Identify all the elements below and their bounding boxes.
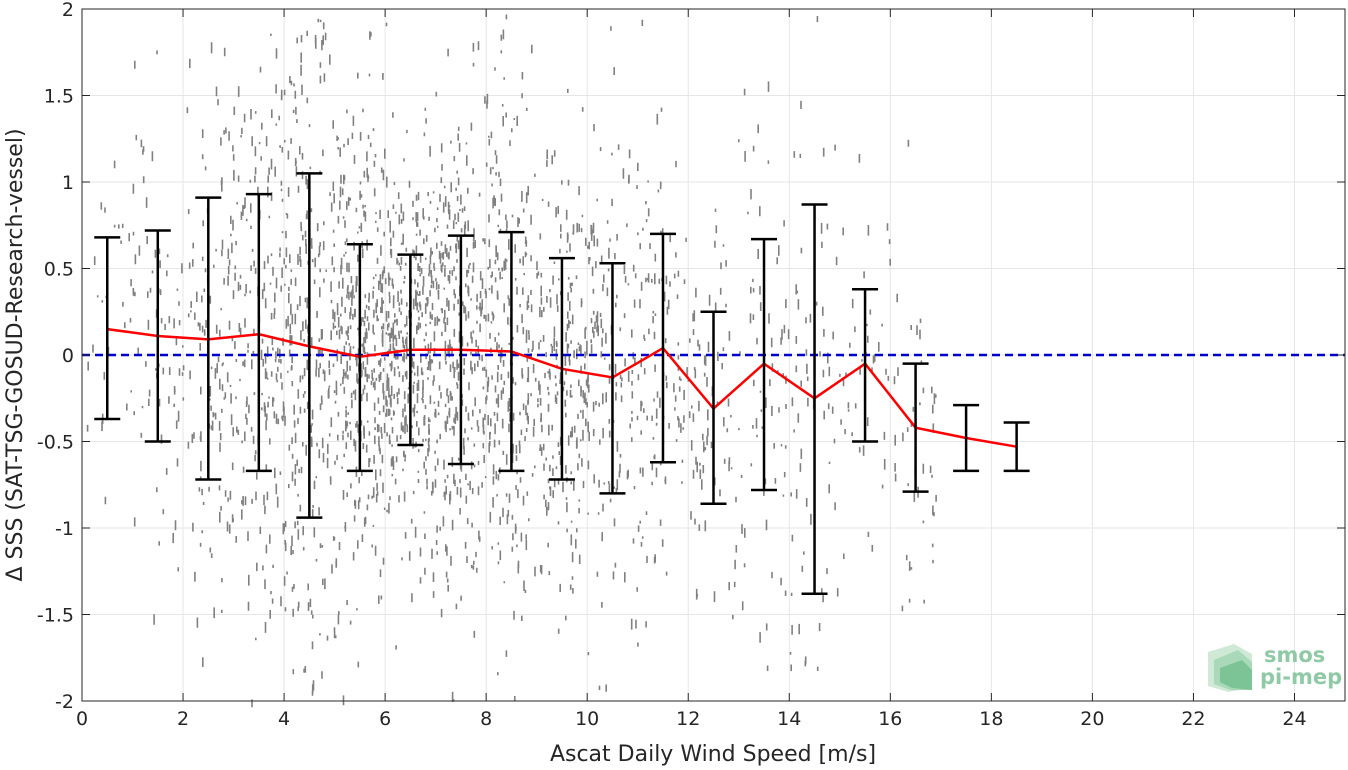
y-tick-label: 1 bbox=[62, 172, 74, 194]
errorbar bbox=[700, 310, 727, 506]
errorbar bbox=[548, 256, 575, 481]
y-axis-ticks: -2 -1.5 -1 -0.5 0 0.5 1 1.5 2 bbox=[37, 0, 1345, 713]
x-tick-label: 6 bbox=[379, 708, 391, 730]
y-axis-label: Δ SSS (SAT-TSG-GOSUD-Research-vessel) bbox=[3, 128, 28, 581]
x-tick-label: 4 bbox=[278, 708, 290, 730]
x-axis-label: Ascat Daily Wind Speed [m/s] bbox=[550, 742, 876, 767]
errorbar bbox=[296, 172, 323, 519]
x-tick-label: 14 bbox=[777, 708, 801, 730]
errorbar bbox=[751, 237, 778, 492]
y-tick-label: -1 bbox=[55, 518, 74, 540]
errorbar bbox=[498, 230, 525, 473]
y-tick-label: 0.5 bbox=[44, 259, 74, 281]
smos-pi-mep-logo: smos pi-mep bbox=[1208, 643, 1342, 692]
x-tick-label: 2 bbox=[177, 708, 189, 730]
logo-line2: pi-mep bbox=[1260, 665, 1342, 689]
errorbars bbox=[94, 172, 1030, 595]
errorbar bbox=[94, 236, 121, 421]
errorbar bbox=[144, 229, 171, 443]
x-tick-label: 12 bbox=[676, 708, 700, 730]
x-tick-label: 16 bbox=[878, 708, 902, 730]
logo-line1: smos bbox=[1264, 643, 1325, 667]
errorbar bbox=[852, 288, 879, 443]
errorbar bbox=[346, 243, 373, 473]
errorbar bbox=[953, 403, 980, 473]
errorbar bbox=[649, 232, 676, 464]
errorbar bbox=[195, 196, 222, 481]
x-tick-label: 22 bbox=[1181, 708, 1205, 730]
x-tick-label: 10 bbox=[575, 708, 599, 730]
errorbar bbox=[801, 203, 828, 595]
errorbar bbox=[1003, 421, 1030, 473]
y-tick-label: -2 bbox=[55, 691, 74, 713]
x-tick-label: 8 bbox=[480, 708, 492, 730]
errorbar bbox=[447, 234, 474, 466]
y-tick-label: 2 bbox=[62, 0, 74, 21]
x-tick-label: 0 bbox=[76, 708, 88, 730]
errorbar bbox=[599, 262, 626, 495]
errorbar bbox=[902, 362, 929, 493]
scatter-cloud bbox=[86, 14, 937, 708]
y-tick-label: -1.5 bbox=[37, 605, 74, 627]
y-tick-label: -0.5 bbox=[37, 432, 74, 454]
y-tick-label: 0 bbox=[62, 345, 74, 367]
x-tick-label: 24 bbox=[1282, 708, 1306, 730]
errorbar bbox=[397, 253, 424, 447]
logo-shape-front bbox=[1220, 660, 1252, 690]
scatter-points bbox=[86, 14, 937, 708]
errorbar bbox=[245, 192, 272, 473]
x-tick-label: 18 bbox=[979, 708, 1003, 730]
x-axis-ticks: 0 2 4 6 8 10 12 14 16 18 20 22 24 bbox=[76, 9, 1307, 730]
y-tick-label: 1.5 bbox=[44, 86, 74, 108]
x-tick-label: 20 bbox=[1080, 708, 1104, 730]
